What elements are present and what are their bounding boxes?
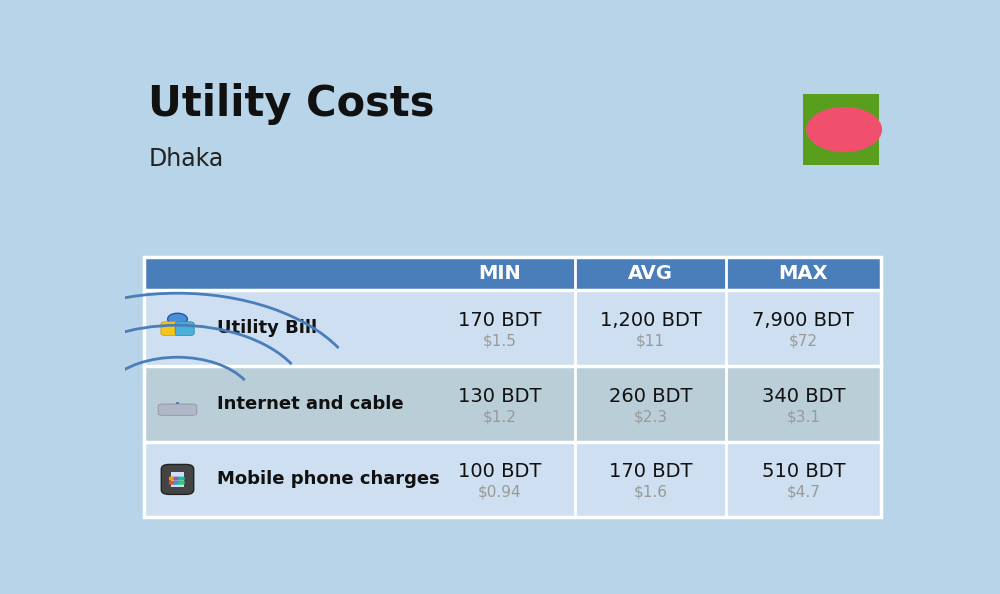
Circle shape <box>176 402 179 404</box>
Text: $1.2: $1.2 <box>483 409 517 424</box>
Text: 170 BDT: 170 BDT <box>609 462 692 481</box>
FancyBboxPatch shape <box>169 476 176 481</box>
FancyBboxPatch shape <box>161 465 194 494</box>
Text: 170 BDT: 170 BDT <box>458 311 541 330</box>
FancyBboxPatch shape <box>144 441 881 517</box>
FancyBboxPatch shape <box>178 476 185 481</box>
Text: $4.7: $4.7 <box>786 485 820 500</box>
Circle shape <box>168 313 187 325</box>
Text: $2.3: $2.3 <box>634 409 668 424</box>
FancyBboxPatch shape <box>175 322 194 336</box>
Text: Internet and cable: Internet and cable <box>217 395 403 413</box>
Text: $1.6: $1.6 <box>634 485 668 500</box>
Text: $1.5: $1.5 <box>483 334 517 349</box>
Text: 260 BDT: 260 BDT <box>609 387 692 406</box>
Text: $0.94: $0.94 <box>478 485 521 500</box>
Text: Utility Costs: Utility Costs <box>148 83 435 125</box>
Text: 510 BDT: 510 BDT <box>762 462 845 481</box>
FancyBboxPatch shape <box>161 322 180 336</box>
FancyBboxPatch shape <box>178 481 185 485</box>
FancyBboxPatch shape <box>144 366 881 441</box>
Text: $11: $11 <box>636 334 665 349</box>
Text: 130 BDT: 130 BDT <box>458 387 541 406</box>
Text: $3.1: $3.1 <box>786 409 820 424</box>
FancyBboxPatch shape <box>173 481 180 485</box>
FancyBboxPatch shape <box>171 472 184 487</box>
Text: AVG: AVG <box>628 264 673 283</box>
FancyBboxPatch shape <box>803 94 879 165</box>
FancyBboxPatch shape <box>144 257 881 290</box>
Text: Utility Bill: Utility Bill <box>217 319 317 337</box>
FancyBboxPatch shape <box>158 404 197 415</box>
FancyBboxPatch shape <box>169 481 176 485</box>
Text: Dhaka: Dhaka <box>148 147 224 170</box>
Circle shape <box>807 108 881 151</box>
FancyBboxPatch shape <box>173 476 180 481</box>
Text: MIN: MIN <box>478 264 521 283</box>
Text: Mobile phone charges: Mobile phone charges <box>217 470 440 488</box>
Text: 7,900 BDT: 7,900 BDT <box>752 311 854 330</box>
Text: 1,200 BDT: 1,200 BDT <box>600 311 701 330</box>
FancyBboxPatch shape <box>144 290 881 366</box>
Text: MAX: MAX <box>779 264 828 283</box>
Text: $72: $72 <box>789 334 818 349</box>
Text: 340 BDT: 340 BDT <box>762 387 845 406</box>
Text: 100 BDT: 100 BDT <box>458 462 541 481</box>
